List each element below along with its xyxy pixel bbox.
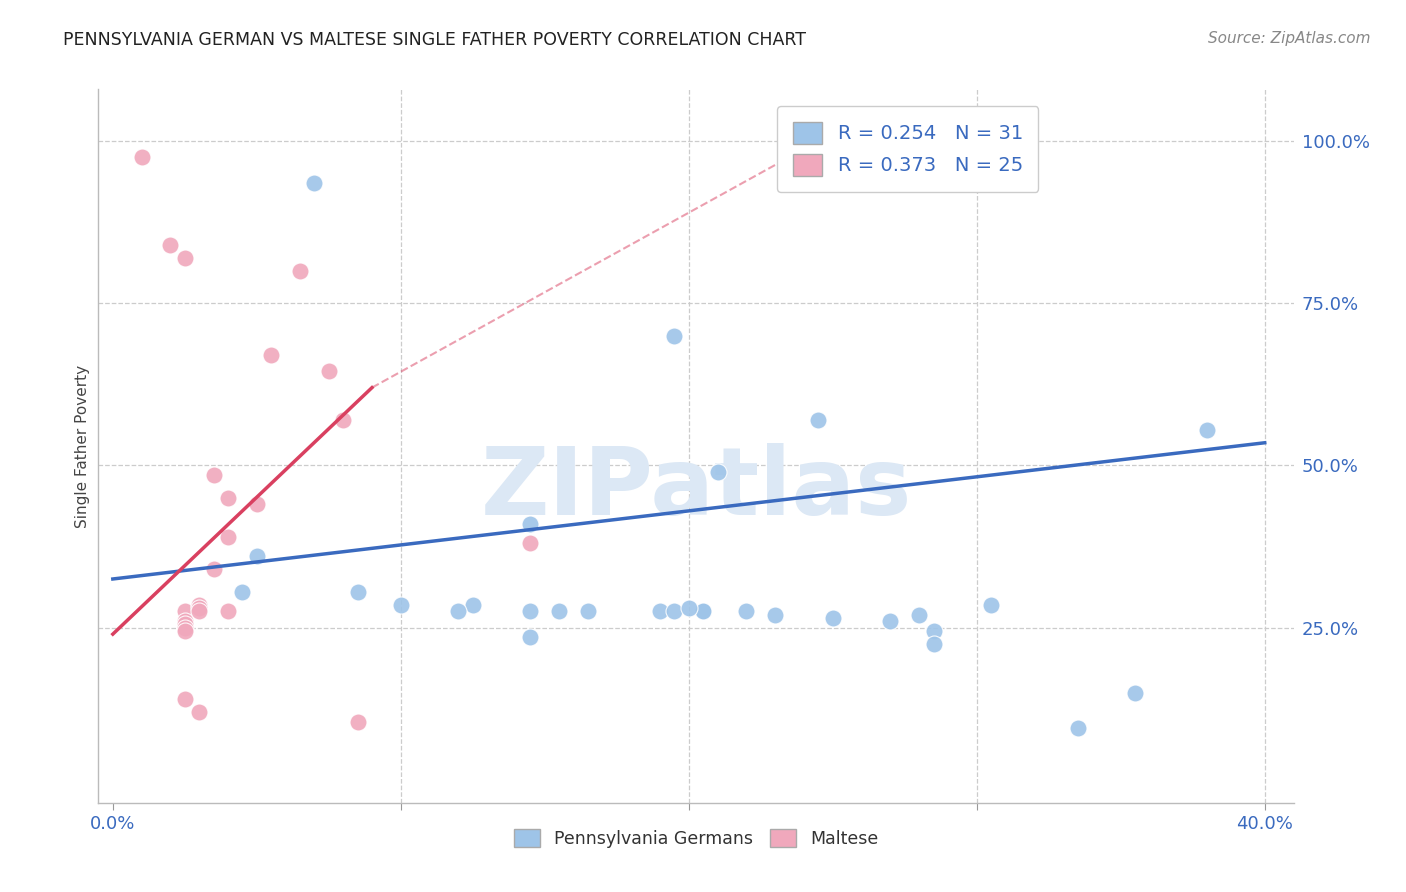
Point (1123, 685, 1146, 699)
Point (173, 604, 195, 618)
Point (332, 413, 354, 427)
Point (678, 601, 700, 615)
Point (246, 497, 269, 511)
Point (202, 562, 225, 576)
Point (519, 536, 541, 550)
Point (576, 604, 599, 618)
Point (173, 617, 195, 632)
Point (692, 604, 714, 618)
Point (188, 604, 211, 618)
Point (188, 601, 211, 615)
Point (159, 238, 181, 252)
Point (288, 264, 311, 278)
Point (318, 364, 340, 378)
Point (821, 611, 844, 625)
Point (389, 598, 412, 612)
Point (922, 637, 945, 651)
Text: PENNSYLVANIA GERMAN VS MALTESE SINGLE FATHER POVERTY CORRELATION CHART: PENNSYLVANIA GERMAN VS MALTESE SINGLE FA… (63, 31, 806, 49)
Point (173, 251, 195, 265)
Point (260, 348, 283, 362)
Point (980, 598, 1002, 612)
Point (1066, 721, 1088, 735)
Point (246, 549, 269, 564)
Point (519, 631, 541, 645)
Y-axis label: Single Father Poverty: Single Father Poverty (75, 365, 90, 527)
Point (188, 705, 211, 719)
Point (173, 614, 195, 628)
Point (173, 624, 195, 638)
Point (735, 604, 758, 618)
Point (217, 530, 239, 544)
Point (692, 604, 714, 618)
Point (173, 692, 195, 706)
Point (922, 624, 945, 638)
Point (346, 714, 368, 729)
Point (648, 604, 671, 618)
Point (461, 598, 484, 612)
Point (548, 604, 571, 618)
Point (879, 614, 901, 628)
Point (519, 604, 541, 618)
Point (188, 598, 211, 612)
Point (664, 604, 686, 618)
Point (706, 465, 728, 479)
Point (217, 604, 239, 618)
Point (1197, 423, 1219, 437)
Point (304, 176, 326, 190)
Point (763, 607, 786, 622)
Point (519, 516, 541, 531)
Text: Source: ZipAtlas.com: Source: ZipAtlas.com (1208, 31, 1371, 46)
Point (908, 607, 931, 622)
Point (346, 585, 368, 599)
Point (807, 413, 830, 427)
Point (131, 150, 153, 164)
Point (231, 585, 253, 599)
Point (173, 621, 195, 635)
Text: ZIPatlas: ZIPatlas (481, 442, 911, 535)
Point (202, 468, 225, 483)
Point (664, 328, 686, 343)
Point (217, 491, 239, 505)
Legend: Pennsylvania Germans, Maltese: Pennsylvania Germans, Maltese (506, 822, 886, 855)
Point (447, 604, 470, 618)
